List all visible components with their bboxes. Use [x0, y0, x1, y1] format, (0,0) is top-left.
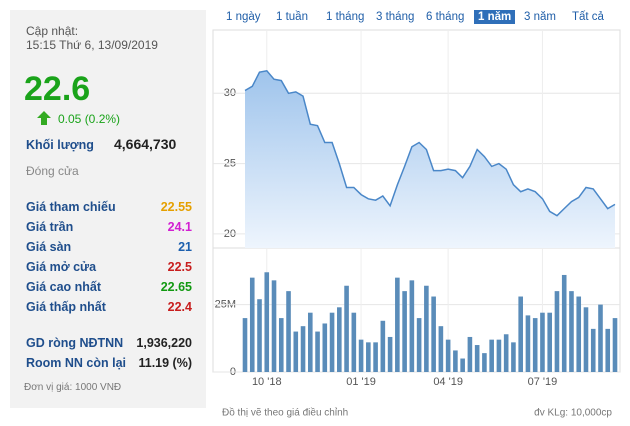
volume-bar — [337, 307, 342, 372]
volume-bar — [532, 318, 538, 372]
range-button[interactable]: 1 tháng — [326, 11, 365, 23]
range-button[interactable]: 1 năm — [474, 10, 516, 24]
row-value: 21 — [178, 240, 192, 254]
x-tick-label: 01 '19 — [346, 376, 376, 388]
volume-bar — [344, 285, 349, 372]
up-arrow — [37, 111, 51, 125]
x-tick-label: 07 '19 — [528, 376, 558, 388]
row-value: 24.1 — [167, 220, 192, 234]
volume-bar — [467, 336, 473, 372]
row-label: Giá thấp nhất — [26, 300, 106, 314]
volume-bar — [257, 299, 262, 372]
volume-bar — [540, 312, 545, 372]
range-button[interactable]: 3 năm — [524, 11, 556, 23]
volume: 4,664,730 — [114, 136, 177, 152]
row-value: 22.4 — [167, 300, 192, 314]
volume-bar — [445, 339, 451, 372]
volume-bar — [387, 336, 393, 372]
unit: Đơn vị giá: 1000 VNĐ — [24, 382, 122, 393]
volume-bar — [402, 291, 407, 372]
volume-bar — [547, 312, 553, 372]
volume-bar — [293, 331, 299, 372]
range-button[interactable]: 1 tuần — [276, 11, 308, 23]
updated-label: Cập nhật: — [26, 24, 79, 38]
volume-bar — [329, 312, 335, 372]
volume-bar — [496, 339, 502, 372]
range-button[interactable]: 3 tháng — [376, 11, 415, 23]
row-label: Giá mở cửa — [26, 260, 97, 274]
volume-bar — [351, 312, 357, 372]
status: Đóng cửa — [26, 164, 79, 178]
range-button[interactable]: 6 tháng — [426, 11, 465, 23]
foreign-value: 11.19 (%) — [138, 356, 192, 370]
row-label: Giá trần — [26, 220, 74, 234]
volume-bar — [453, 350, 458, 372]
volume-label: Khối lượng — [26, 138, 94, 152]
volume-bar — [373, 342, 378, 372]
volume-bar — [482, 353, 487, 372]
volume-bar — [358, 339, 364, 372]
volume-bar — [380, 320, 386, 372]
updated-time: 15:15 Thứ 6, 13/09/2019 — [26, 38, 158, 52]
volume-bar — [576, 296, 582, 372]
row-value: 22.65 — [160, 280, 192, 294]
foreign-label: GD ròng NĐTNN — [26, 336, 124, 350]
price-change: 0.05 (0.2%) — [58, 112, 121, 126]
volume-bar — [518, 296, 523, 372]
row-value: 22.5 — [167, 260, 192, 274]
volume-bar — [300, 326, 306, 372]
volume-bar — [460, 358, 465, 372]
volume-bar — [583, 307, 589, 372]
volume-bar — [503, 334, 509, 372]
footer-note: Đồ thị vẽ theo giá điều chỉnh — [222, 407, 348, 419]
foreign-label: Room NN còn lại — [26, 356, 127, 370]
foreign-value: 1,936,220 — [136, 336, 192, 350]
price-line — [244, 69, 616, 217]
range-button[interactable]: 1 ngày — [226, 11, 261, 23]
volume-bar — [431, 296, 436, 372]
volume-bar — [395, 277, 400, 372]
volume-bar — [264, 272, 270, 372]
area-fill — [245, 70, 615, 248]
row-label: Giá tham chiếu — [26, 200, 116, 214]
volume-bar — [286, 291, 291, 372]
volume-bar — [409, 280, 415, 372]
volume-bar — [525, 315, 531, 372]
volume-bar — [605, 328, 611, 372]
volume-bar — [598, 304, 603, 372]
volume-bar — [561, 274, 567, 372]
x-tick-label: 04 '19 — [433, 376, 463, 388]
volume-bar — [424, 285, 429, 372]
volume-bar — [590, 328, 596, 372]
volume-bar — [278, 318, 284, 372]
volume-bar — [474, 345, 480, 372]
volume-bar — [416, 318, 422, 372]
price: 22.6 — [24, 70, 91, 108]
volume-bar — [271, 280, 277, 372]
volume-bar — [315, 331, 320, 372]
volume-bar — [612, 318, 618, 372]
x-tick-label: 10 '18 — [252, 376, 282, 388]
volume-bar — [569, 291, 574, 372]
volume-bar — [366, 342, 371, 372]
volume-bar — [438, 326, 444, 372]
volume-bar — [322, 323, 328, 372]
volume-bar — [307, 312, 313, 372]
range-button[interactable]: Tất cả — [572, 11, 604, 23]
footer-unit: đv KLg: 10,000cp — [534, 408, 612, 419]
volume-bar — [249, 277, 255, 372]
volume-bar — [554, 291, 560, 372]
info-panel: Cập nhật: 15:15 Thứ 6, 13/09/2019 22.6 0… — [10, 10, 206, 408]
row-label: Giá cao nhất — [26, 280, 102, 294]
row-value: 22.55 — [160, 200, 192, 214]
row-label: Giá sàn — [26, 240, 72, 254]
volume-bar — [242, 318, 248, 372]
volume-bar — [511, 342, 516, 372]
volume-bar — [489, 339, 494, 372]
